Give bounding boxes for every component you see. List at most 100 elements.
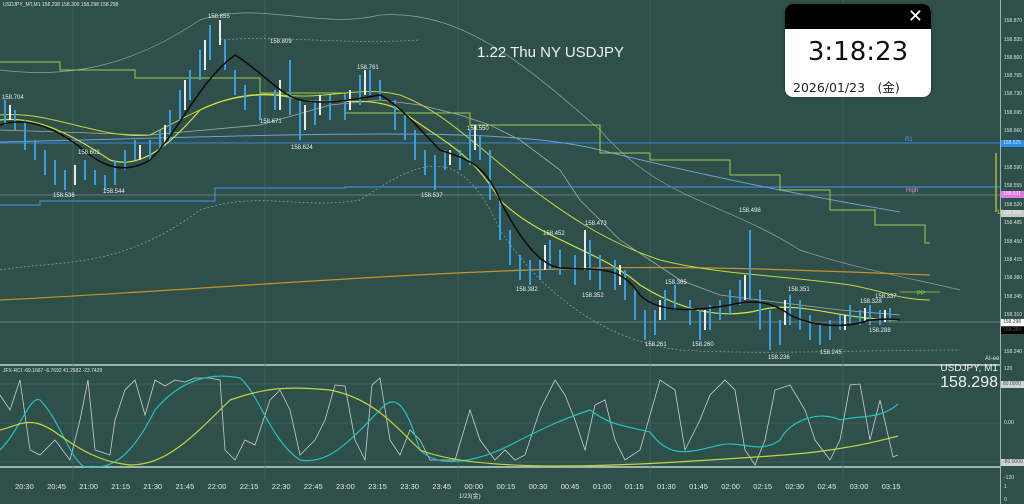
price-annotation: 158.809 (270, 39, 292, 45)
time-axis-label: 00:15 (496, 482, 516, 491)
ask-price-box: 158.284 (1001, 327, 1024, 334)
price-axis-label: 158.345 (1004, 294, 1023, 300)
bollinger-bands (0, 12, 961, 353)
time-axis-label: 00:45 (560, 482, 580, 491)
price-annotation: 158.537 (421, 193, 443, 199)
price-annotation: 158.602 (78, 150, 100, 156)
time-axis-label: 03:00 (849, 482, 869, 491)
time-axis-label: 01:15 (624, 482, 644, 491)
time-axis-label: 00:30 (528, 482, 548, 491)
price-axis-label: 158.660 (1004, 128, 1023, 134)
price-axis-label: 158.730 (1004, 91, 1023, 97)
long-ma-line (0, 266, 931, 301)
time-axis-label: 02:00 (721, 482, 740, 491)
time-axis-label: 01:45 (689, 482, 708, 491)
time-axis-label: 21:00 (79, 482, 98, 491)
time-axis-label: 22:15 (239, 482, 259, 491)
price-axis-label: 158.870 (1004, 18, 1023, 24)
price-annotation: 158.624 (291, 145, 313, 151)
price-annotation: 158.536 (53, 193, 75, 199)
price-axis-label: 158.800 (1004, 55, 1023, 61)
r1-tag: R1 (905, 137, 913, 143)
bid-price-box: 158.298 (1001, 319, 1024, 326)
date-separator-label: 1/23(金) (459, 494, 481, 500)
price-axis-label: 158.310 (1004, 312, 1023, 318)
price-axis-label: 158.485 (1004, 220, 1023, 226)
price-axis-label: 158.450 (1004, 239, 1023, 245)
atr-tag: AI-ee (985, 356, 1000, 362)
price-annotation: 158.260 (692, 342, 714, 348)
price-axis-label: 158.765 (1004, 73, 1023, 79)
price-annotation: 158.245 (820, 350, 842, 356)
clock-title-bar[interactable]: ✕ (785, 4, 931, 29)
symbol-label: USDJPY, M1 (940, 363, 998, 374)
time-axis-label: 21:15 (111, 482, 131, 491)
close-icon[interactable]: ✕ (907, 6, 923, 26)
level-price-box: 158.500 (1001, 210, 1024, 217)
time-axis-label: 02:15 (753, 482, 773, 491)
rci-axis-0: 0.00 (1004, 420, 1014, 426)
ohlc-header: USDJPY_MT,M1 158.298 158.300 158.298 158… (3, 2, 119, 8)
grid-lines (0, 0, 1000, 480)
price-annotation: 158.261 (645, 342, 667, 348)
price-annotation: 158.365 (665, 280, 687, 286)
price-axis-label: 158.835 (1004, 37, 1023, 43)
rci-lines (0, 375, 899, 469)
price-annotation: 158.704 (2, 95, 24, 101)
clock-time: 3:18:23 (807, 37, 909, 67)
indicator-header: JFX-RCI -69.1667 -6.7692 41.2582 -23.742… (3, 368, 103, 374)
sub-axis-1: 1 (1004, 484, 1007, 490)
price-axis-label: 158.380 (1004, 275, 1023, 281)
time-axis-label: 21:30 (143, 482, 163, 491)
time-axis-label: 23:15 (368, 482, 387, 491)
time-axis-label: 01:30 (657, 482, 676, 491)
time-axis-label: 01:00 (592, 482, 612, 491)
time-axis-label: 02:45 (817, 482, 837, 491)
price-annotation: 158.382 (516, 287, 538, 293)
price-axis-label: 158.520 (1004, 202, 1023, 208)
price-annotation: 158.761 (357, 65, 379, 71)
rci-axis-minus80: -80.0000 (1001, 459, 1024, 466)
time-axis-label: 02:30 (785, 482, 805, 491)
price-annotation: 158.498 (739, 208, 761, 214)
price-annotation: 158.351 (788, 287, 810, 293)
price-annotation: 158.337 (875, 294, 897, 300)
time-axis-label: 22:45 (303, 482, 323, 491)
price-annotation: 158.544 (103, 189, 125, 195)
sub-axis-0: 0 (1004, 497, 1007, 503)
price-axis-label: 158.695 (1004, 110, 1023, 116)
clock-date: 2026/01/23 (金) (793, 80, 900, 95)
price-annotation: 158.452 (543, 231, 565, 237)
high-tag: High (906, 188, 919, 194)
price-annotation: 158.236 (768, 355, 790, 361)
r1-price-box: 158.625 (1001, 140, 1024, 147)
price-annotation: 158.550 (467, 126, 489, 132)
price-annotation: 158.328 (860, 299, 882, 305)
ema-yellow-line (0, 94, 901, 321)
chart-title: 1.22 Thu NY USDJPY (477, 44, 625, 61)
price-axis-label: 158.240 (1004, 349, 1023, 355)
price-axis-label: 158.555 (1004, 183, 1023, 189)
time-axis-label: 21:45 (175, 482, 195, 491)
high-price-box: 158.531 (1001, 191, 1024, 198)
price-annotation: 158.288 (869, 328, 891, 334)
level-count-tag: 10 (997, 210, 1004, 216)
time-axis-label: 20:30 (15, 482, 34, 491)
rci-axis-80: 80.0000 (1001, 381, 1024, 388)
time-axis-label: 20:45 (47, 482, 66, 491)
time-axis-label: 22:30 (271, 482, 291, 491)
price-annotation: 158.671 (260, 119, 282, 125)
time-axis-label: 03:15 (881, 482, 901, 491)
time-axis-label: 23:30 (400, 482, 419, 491)
price-annotation: 158.352 (582, 293, 604, 299)
price-annotation: 158.855 (208, 14, 230, 20)
time-axis-label: 23:00 (336, 482, 355, 491)
rci-axis-120: 120 (1004, 366, 1013, 372)
high-level-line (0, 186, 1000, 206)
price-axis-label: 158.590 (1004, 165, 1023, 171)
price-axis[interactable] (1000, 0, 1024, 504)
time-axis-label: 00:00 (464, 482, 484, 491)
price-axis-label: 158.415 (1004, 257, 1023, 263)
